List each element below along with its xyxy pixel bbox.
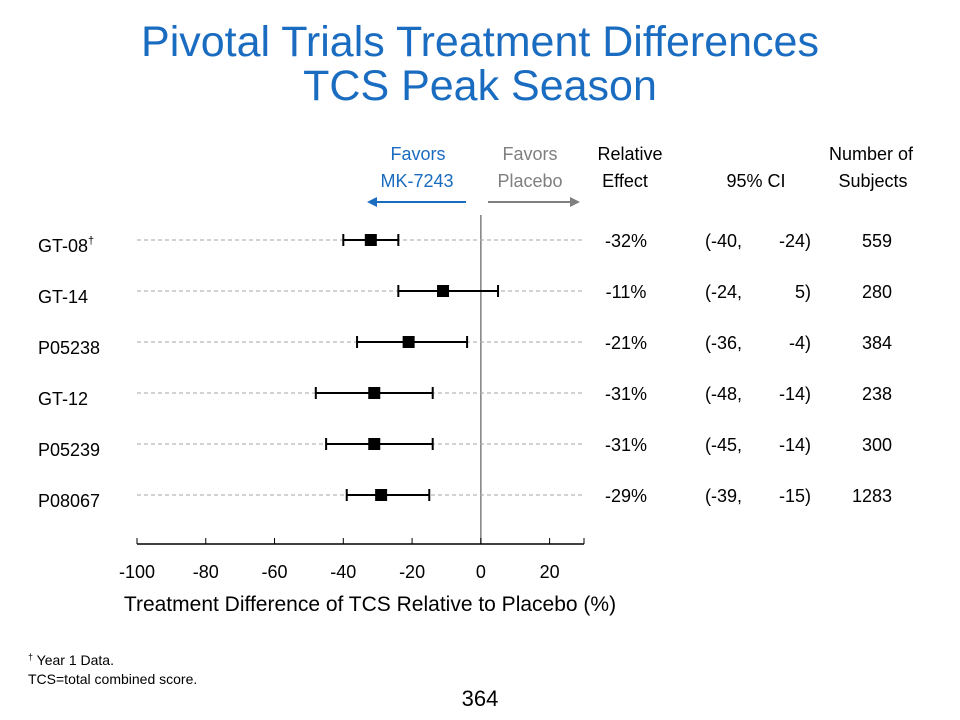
ci-low-value: (-45, [705, 435, 742, 455]
subjects-value: 300 [862, 435, 892, 455]
page-number: 364 [461, 686, 499, 711]
trial-name-p08067: P08067 [38, 491, 100, 511]
x-tick-label: 20 [540, 562, 560, 582]
x-tick-label: -20 [399, 562, 425, 582]
x-tick-label: -40 [330, 562, 356, 582]
trial-name-gt-12: GT-12 [38, 389, 88, 409]
ci-low-value: (-39, [705, 486, 742, 506]
footnote-dagger: † [28, 652, 34, 662]
point-estimate [368, 387, 381, 399]
ci-high-value: -14) [779, 384, 811, 404]
trial-name-gt-08: GT-08† [38, 235, 94, 256]
footnote-year-1: † Year 1 Data. [28, 648, 197, 670]
favors-placebo-label-1: Favors [502, 144, 557, 164]
point-estimate [364, 234, 377, 246]
favors-drug-label-2: MK-7243 [380, 171, 453, 191]
point-estimate [402, 336, 415, 348]
relative-effect-value: -29% [605, 486, 647, 506]
ci-low-value: (-36, [705, 333, 742, 353]
relative-effect-header-1: Relative [597, 144, 662, 164]
slide-title: Pivotal Trials Treatment Differences TCS… [0, 20, 960, 108]
x-axis-label: Treatment Difference of TCS Relative to … [124, 593, 616, 616]
subjects-value: 384 [862, 333, 892, 353]
x-tick-label: -100 [119, 562, 155, 582]
x-tick-label: -80 [193, 562, 219, 582]
relative-effect-value: -32% [605, 231, 647, 251]
favors-placebo-label-2: Placebo [497, 171, 562, 191]
subjects-value: 238 [862, 384, 892, 404]
ci-high-value: -24) [779, 231, 811, 251]
trial-name-gt-14: GT-14 [38, 287, 88, 307]
title-line-2: TCS Peak Season [303, 62, 657, 110]
point-estimate [368, 438, 381, 450]
trial-marker-dagger: † [88, 235, 94, 247]
favors-drug-label-1: Favors [390, 144, 445, 164]
trial-name-p05238: P05238 [38, 338, 100, 358]
x-tick-label: -60 [262, 562, 288, 582]
x-tick-label: 0 [476, 562, 486, 582]
ci-high-value: -4) [789, 333, 811, 353]
relative-effect-value: -11% [606, 282, 647, 302]
footnote-line-2: TCS=total combined score. [28, 671, 198, 687]
footnote-line-1: Year 1 Data. [36, 652, 114, 668]
ci-high-value: -14) [779, 435, 811, 455]
subjects-header-1: Number of [829, 144, 914, 164]
footnotes: † Year 1 Data. TCS=total combined score. [28, 648, 197, 689]
title-line-1: Pivotal Trials Treatment Differences [141, 18, 819, 66]
ci-high-value: 5) [795, 282, 811, 302]
subjects-value: 280 [862, 282, 892, 302]
point-estimate [437, 285, 450, 297]
ci-high-value: -15) [779, 486, 811, 506]
relative-effect-value: -31% [605, 384, 647, 404]
relative-effect-value: -21% [605, 333, 647, 353]
subjects-header-2: Subjects [838, 171, 907, 191]
relative-effect-header-2: Effect [602, 171, 648, 191]
ci-low-value: (-48, [705, 384, 742, 404]
trial-name-p05239: P05239 [38, 440, 100, 460]
subjects-value: 1283 [852, 486, 892, 506]
ci-header: 95% CI [726, 171, 785, 191]
subjects-value: 559 [862, 231, 892, 251]
ci-low-value: (-40, [705, 231, 742, 251]
relative-effect-value: -31% [605, 435, 647, 455]
point-estimate [375, 489, 388, 501]
ci-low-value: (-24, [705, 282, 742, 302]
